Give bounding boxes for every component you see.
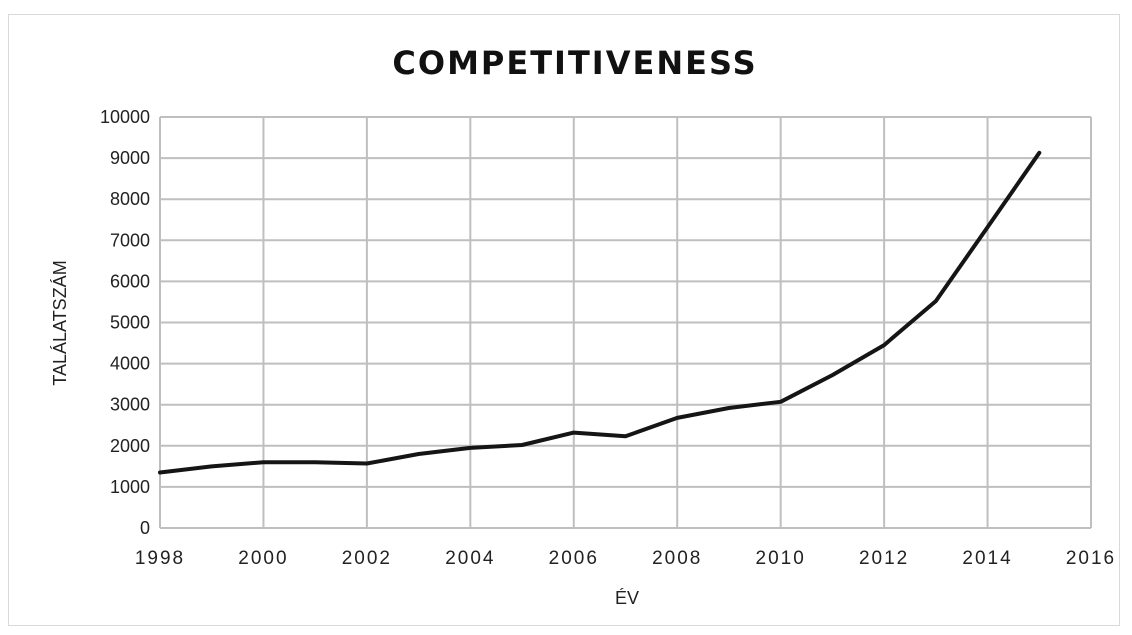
x-axis-title: ÉV <box>615 588 639 608</box>
y-axis-ticks: 0 1000 2000 3000 4000 5000 6000 7000 8000 9000 100… <box>100 107 150 538</box>
y-tick-label: 5000 <box>110 313 150 333</box>
x-tick-label: 2012 <box>859 548 909 569</box>
series-layer <box>158 150 1042 475</box>
x-tick-label: 2006 <box>549 548 599 569</box>
y-tick-label: 3000 <box>110 395 150 415</box>
y-tick-label: 4000 <box>110 354 150 374</box>
x-tick-label: 2010 <box>756 548 806 569</box>
y-tick-label: 1000 <box>110 477 150 497</box>
y-tick-label: 8000 <box>110 189 150 209</box>
y-tick-label: 7000 <box>110 230 150 250</box>
x-tick-label: 2000 <box>238 548 288 569</box>
y-tick-label: 6000 <box>110 271 150 291</box>
x-tick-label: 2002 <box>342 548 392 569</box>
x-axis-ticks: 1998 2000 2002 2004 2006 2008 2010 2012 2014 2016 <box>135 548 1116 569</box>
x-tick-label: 2014 <box>962 548 1012 569</box>
y-tick-label: 0 <box>140 518 150 538</box>
series-line <box>158 150 1042 475</box>
x-tick-label: 2016 <box>1066 548 1116 569</box>
x-tick-label: 2004 <box>445 548 495 569</box>
gridlines <box>159 116 1092 529</box>
x-tick-label: 2008 <box>652 548 702 569</box>
chart-title: COMPETITIVENESS <box>392 44 757 82</box>
y-tick-label: 9000 <box>110 148 150 168</box>
x-tick-label: 1998 <box>135 548 185 569</box>
y-axis-title: TALÁLATSZÁM <box>50 260 70 385</box>
y-tick-label: 2000 <box>110 436 150 456</box>
y-tick-label: 10000 <box>100 107 150 127</box>
